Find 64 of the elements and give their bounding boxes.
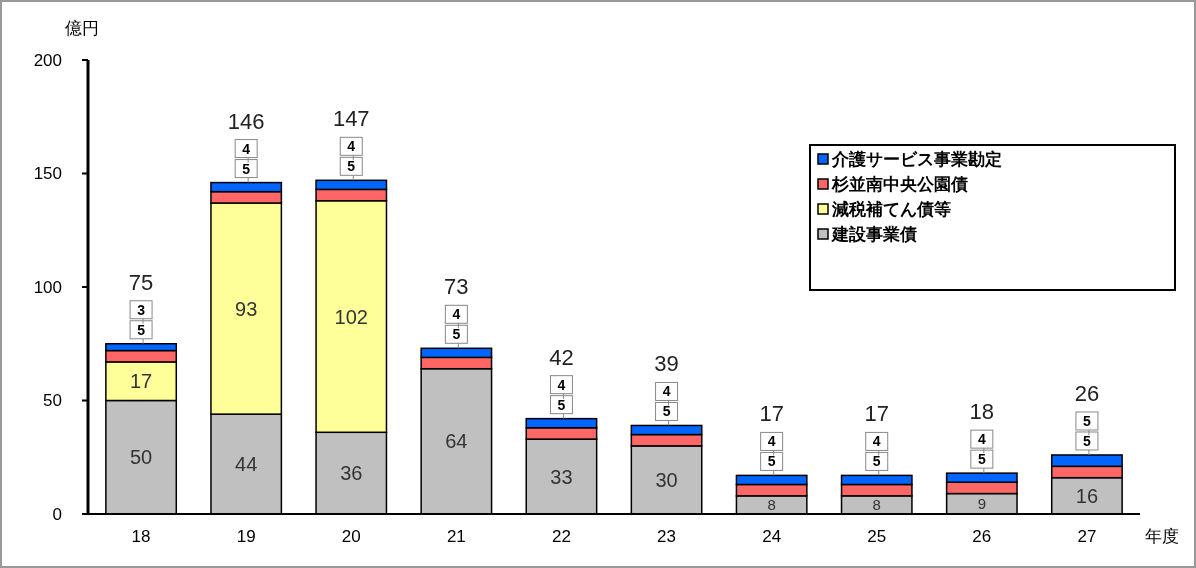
data-label: 30 <box>655 468 678 491</box>
legend-label: 介護サービス事業勘定 <box>831 149 1002 169</box>
data-label: 4 <box>872 433 881 450</box>
data-label: 5 <box>872 453 881 470</box>
data-label: 5 <box>977 451 986 468</box>
data-label: 5 <box>1083 432 1092 449</box>
data-label: 102 <box>334 305 368 328</box>
total-label: 75 <box>128 269 154 295</box>
x-tick-label: 26 <box>972 527 992 546</box>
data-label: 9 <box>977 495 986 513</box>
x-tick-label: 18 <box>131 527 151 546</box>
total-label: 26 <box>1074 380 1100 406</box>
x-tick-label: 27 <box>1077 527 1097 546</box>
total-label: 42 <box>549 344 574 370</box>
data-label: 50 <box>129 446 153 469</box>
total-label: 18 <box>969 399 995 425</box>
y-tick-label: 200 <box>33 50 62 70</box>
x-tick-label: 19 <box>236 527 256 546</box>
data-label: 4 <box>662 383 671 400</box>
x-tick-label: 20 <box>341 527 361 546</box>
data-label: 5 <box>1083 412 1092 429</box>
data-label: 64 <box>445 430 468 453</box>
total-label: 146 <box>227 108 265 134</box>
data-label: 4 <box>557 376 566 393</box>
data-label: 4 <box>452 306 461 323</box>
data-label: 8 <box>872 496 881 514</box>
total-label: 17 <box>759 401 784 427</box>
x-tick-label: 21 <box>446 527 466 546</box>
y-tick-label: 0 <box>52 504 62 524</box>
y-axis-title: 億円 <box>65 19 99 38</box>
data-label: 5 <box>452 326 461 343</box>
total-label: 147 <box>332 106 370 132</box>
data-label: 36 <box>340 462 363 485</box>
x-tick-label: 24 <box>762 527 782 546</box>
data-label: 3 <box>137 301 146 318</box>
legend-label: 減税補てん債等 <box>831 199 951 219</box>
x-tick-label: 22 <box>551 527 571 546</box>
data-label: 5 <box>137 321 146 338</box>
y-tick-label: 100 <box>33 277 62 297</box>
data-label: 44 <box>235 453 258 476</box>
data-label: 8 <box>767 496 776 514</box>
data-label: 17 <box>129 370 153 393</box>
data-label: 4 <box>242 140 251 157</box>
data-label: 5 <box>662 403 671 420</box>
data-label: 5 <box>767 453 776 470</box>
total-label: 73 <box>444 274 469 300</box>
data-label: 33 <box>550 465 573 488</box>
x-tick-label: 25 <box>867 527 887 546</box>
data-label: 5 <box>242 160 251 177</box>
data-label: 5 <box>347 158 356 175</box>
data-label: 4 <box>767 433 776 450</box>
legend-label: 杉並南中央公園債 <box>831 174 968 194</box>
y-tick-label: 50 <box>43 391 62 410</box>
data-label: 16 <box>1075 484 1099 507</box>
legend-label: 建設事業債 <box>830 224 917 244</box>
total-label: 17 <box>864 401 889 427</box>
data-label: 93 <box>235 297 258 320</box>
total-label: 39 <box>654 351 679 377</box>
data-label: 4 <box>977 431 986 448</box>
x-tick-label: 23 <box>657 527 677 546</box>
x-axis-title: 年度 <box>1145 527 1179 546</box>
data-label: 5 <box>557 396 566 413</box>
y-tick-label: 150 <box>33 164 62 183</box>
data-label: 4 <box>347 138 356 155</box>
